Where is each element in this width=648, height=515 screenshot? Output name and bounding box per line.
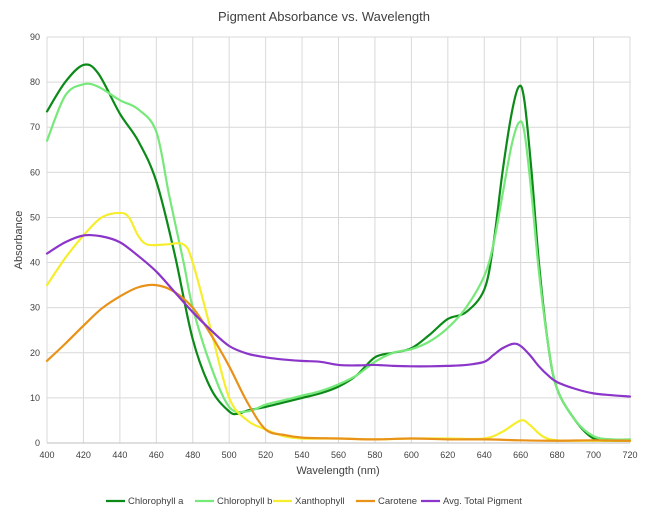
x-tick-label: 580 [367, 450, 382, 460]
gridlines [46, 36, 631, 443]
x-tick-label: 640 [477, 450, 492, 460]
series-line-carotene [45, 283, 632, 442]
x-tick-label: 700 [586, 450, 601, 460]
y-tick-label: 70 [30, 122, 40, 132]
y-tick-label: 20 [30, 348, 40, 358]
legend-label-chlorophyll-a: Chlorophyll a [128, 496, 184, 507]
series-line-avg-total-pigment [45, 233, 632, 398]
y-tick-label: 0 [35, 438, 40, 448]
x-axis-label: Wavelength (nm) [296, 465, 379, 477]
y-axis-label: Absorbance [13, 211, 25, 270]
x-tick-label: 720 [622, 450, 637, 460]
legend-label-chlorophyll-b: Chlorophyll b [217, 496, 272, 507]
x-tick-label: 620 [440, 450, 455, 460]
y-axis-ticks: 0 10 20 30 40 50 60 70 80 90 [30, 32, 40, 448]
x-tick-label: 480 [185, 450, 200, 460]
legend: Chlorophyll a Chlorophyll b Xanthophyll Car… [106, 496, 522, 507]
x-tick-label: 400 [39, 450, 54, 460]
legend-label-carotene: Carotene [378, 496, 417, 507]
x-tick-label: 600 [404, 450, 419, 460]
x-tick-label: 660 [513, 450, 528, 460]
x-tick-label: 540 [295, 450, 310, 460]
y-tick-label: 80 [30, 77, 40, 87]
y-tick-label: 60 [30, 167, 40, 177]
chart-title: Pigment Absorbance vs. Wavelength [218, 9, 430, 24]
x-tick-label: 440 [112, 450, 127, 460]
x-tick-label: 420 [76, 450, 91, 460]
legend-label-xanthophyll: Xanthophyll [295, 496, 345, 507]
x-tick-label: 520 [258, 450, 273, 460]
x-tick-label: 680 [550, 450, 565, 460]
y-tick-label: 40 [30, 258, 40, 268]
x-axis-ticks: 400 420 440 460 480 500 520 540 560 580 600 620 640 6… [39, 450, 637, 460]
x-tick-label: 560 [331, 450, 346, 460]
y-tick-label: 50 [30, 212, 40, 222]
legend-label-avg-total-pigment: Avg. Total Pigment [443, 496, 522, 507]
y-tick-label: 30 [30, 303, 40, 313]
y-tick-label: 10 [30, 393, 40, 403]
y-tick-label: 90 [30, 32, 40, 42]
x-tick-label: 460 [149, 450, 164, 460]
x-tick-label: 500 [222, 450, 237, 460]
series-line-chlorophyll-b [45, 82, 632, 441]
series-lines [45, 63, 632, 443]
